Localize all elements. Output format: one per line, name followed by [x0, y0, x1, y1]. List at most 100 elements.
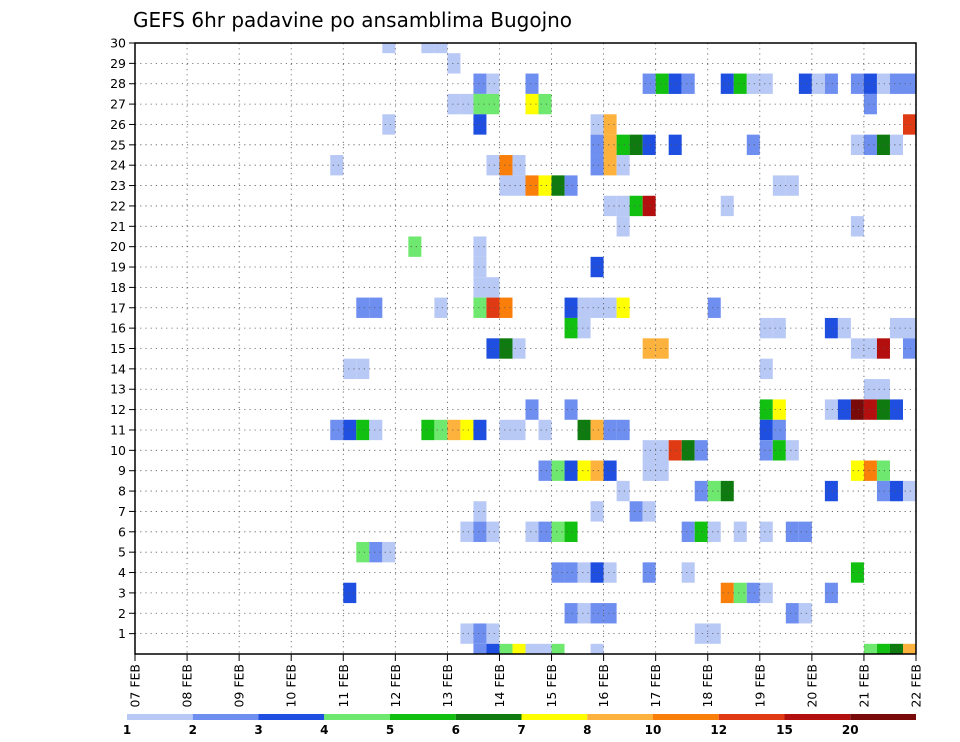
heatmap-cell	[499, 155, 513, 176]
heatmap-cell	[850, 73, 864, 94]
y-tick-label: 5	[118, 545, 126, 560]
heatmap-cell	[850, 562, 864, 583]
heatmap-cell	[629, 195, 643, 217]
heatmap-cell	[746, 134, 760, 156]
heatmap-cell	[720, 582, 734, 604]
heatmap-cell	[486, 643, 500, 654]
x-tick-label: 18 FEB	[700, 664, 715, 708]
heatmap-cell	[889, 134, 903, 156]
heatmap-cell	[486, 521, 500, 542]
heatmap-cell	[369, 541, 383, 563]
heatmap-cell	[668, 440, 682, 461]
y-tick-label: 24	[110, 158, 126, 173]
heatmap-cell	[837, 317, 851, 339]
y-tick-label: 27	[110, 97, 126, 112]
heatmap-cell	[330, 419, 344, 441]
x-tick-label: 16 FEB	[596, 664, 611, 708]
heatmap-cell	[798, 603, 812, 624]
heatmap-cell	[811, 73, 825, 94]
y-tick-label: 23	[110, 178, 126, 193]
heatmap-cell	[343, 419, 357, 441]
heatmap-cell	[486, 623, 500, 644]
heatmap-cell	[863, 643, 877, 654]
heatmap-cell	[772, 175, 786, 196]
colorbar-label: 10	[645, 723, 662, 737]
y-tick-label: 14	[110, 361, 126, 376]
heatmap-cell	[525, 175, 539, 196]
heatmap-cell	[707, 480, 721, 502]
heatmap-cell	[460, 419, 474, 441]
heatmap-cell	[343, 358, 357, 380]
heatmap-cell	[473, 114, 487, 135]
y-tick-label: 6	[118, 524, 126, 539]
colorbar-label: 6	[452, 723, 460, 737]
heatmap-cell	[421, 419, 435, 441]
heatmap-cell	[486, 338, 500, 359]
colorbar-label: 12	[710, 723, 727, 737]
heatmap-cell	[642, 134, 656, 156]
heatmap-cell	[473, 623, 487, 644]
heatmap-cell	[564, 603, 578, 624]
heatmap-cell	[603, 297, 617, 318]
heatmap-cell	[473, 643, 487, 654]
heatmap-cell	[564, 460, 578, 481]
x-tick-label: 22 FEB	[909, 664, 924, 708]
heatmap-cell	[616, 419, 630, 441]
heatmap-cell	[876, 73, 890, 94]
heatmap-cell	[876, 460, 890, 481]
y-tick-label: 7	[118, 504, 126, 519]
heatmap-cell	[681, 73, 695, 94]
chart-title: GEFS 6hr padavine po ansamblima Bugojno	[133, 8, 572, 32]
heatmap-cell	[356, 541, 370, 563]
colorbar-segment	[587, 714, 653, 720]
y-tick-label: 15	[110, 341, 126, 356]
heatmap-cell	[603, 460, 617, 481]
y-tick-label: 21	[110, 219, 126, 234]
y-tick-label: 18	[110, 280, 126, 295]
heatmap-cell	[356, 358, 370, 380]
heatmap-cell	[590, 256, 604, 278]
heatmap-cell	[447, 53, 461, 74]
heatmap-cell	[603, 195, 617, 217]
heatmap-cell	[447, 93, 461, 115]
heatmap-cell	[681, 521, 695, 542]
heatmap-cell	[668, 134, 682, 156]
heatmap-cell	[590, 603, 604, 624]
y-tick-label: 1	[118, 626, 126, 641]
colorbar-segment	[718, 714, 785, 720]
x-tick-label: 13 FEB	[440, 664, 455, 708]
colorbar-label: 8	[583, 723, 591, 737]
y-tick-label: 28	[110, 76, 126, 91]
heatmap-cell	[577, 419, 591, 441]
heatmap-cell	[551, 460, 565, 481]
heatmap-cell	[369, 419, 383, 441]
heatmap-cell	[512, 338, 526, 359]
y-tick-label: 2	[118, 606, 126, 621]
heatmap-cell	[369, 297, 383, 318]
heatmap-cell	[889, 73, 903, 94]
colorbar-segment	[850, 714, 916, 720]
colorbar-label: 7	[517, 723, 525, 737]
heatmap-cell	[772, 399, 786, 420]
heatmap-cell	[733, 73, 747, 94]
heatmap-cell	[863, 460, 877, 481]
heatmap-cell	[642, 562, 656, 583]
heatmap-cell	[655, 460, 669, 481]
heatmap-cell	[889, 480, 903, 502]
heatmap-cell	[876, 643, 890, 654]
heatmap-cell	[850, 134, 864, 156]
heatmap-cell	[460, 623, 474, 644]
x-tick-label: 12 FEB	[388, 664, 403, 708]
heatmap-cell	[538, 93, 552, 115]
y-tick-label: 17	[110, 300, 126, 315]
heatmap-cell	[590, 297, 604, 318]
heatmap-cell	[473, 93, 487, 115]
heatmap-cell	[590, 155, 604, 176]
heatmap-cell	[707, 297, 721, 318]
heatmap-cell	[798, 521, 812, 542]
y-tick-label: 25	[110, 137, 126, 152]
y-tick-label: 10	[110, 443, 126, 458]
y-tick-label: 29	[110, 56, 126, 71]
heatmap-cell	[486, 73, 500, 94]
